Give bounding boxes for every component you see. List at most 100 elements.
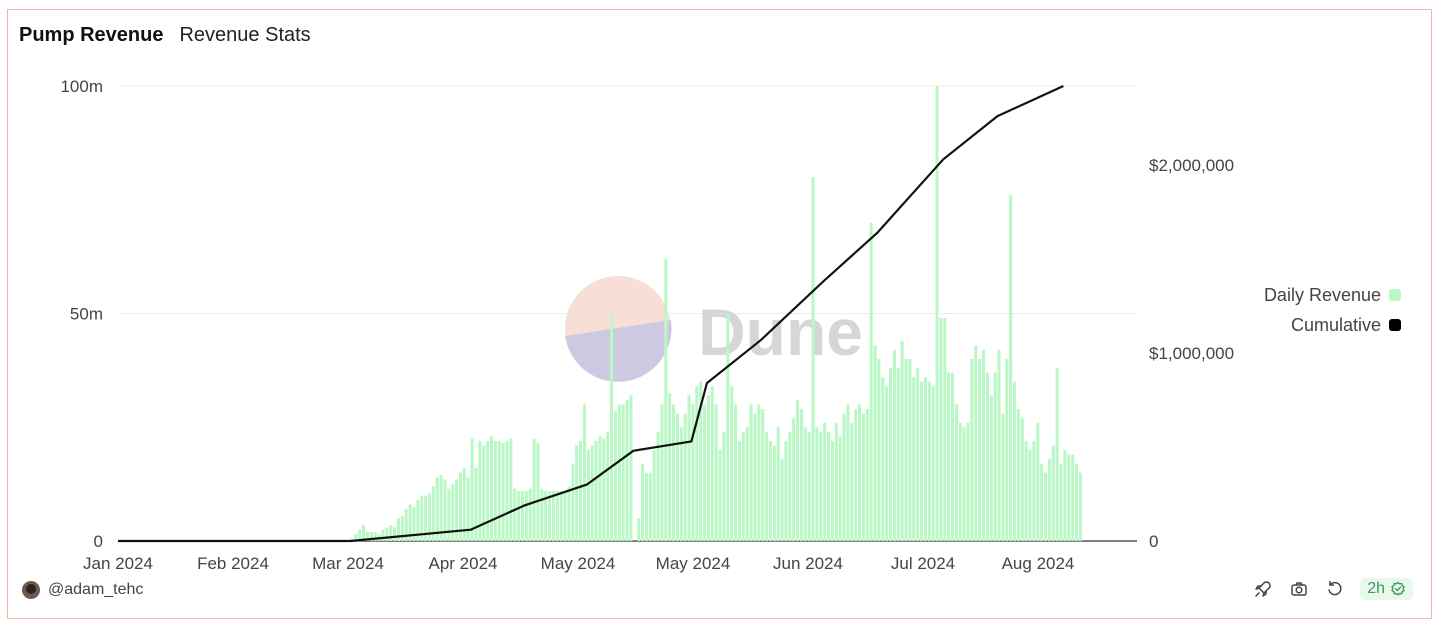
daily-revenue-bar (567, 486, 571, 541)
daily-revenue-bar (807, 431, 811, 541)
daily-revenue-bar (393, 527, 397, 541)
daily-revenue-bar (559, 490, 563, 541)
x-tick-label: Jan 2024 (83, 554, 153, 573)
daily-revenue-bar (606, 431, 610, 541)
y-right-tick-label: $2,000,000 (1149, 156, 1234, 175)
daily-revenue-bar (730, 386, 734, 541)
daily-revenue-bar (1028, 450, 1032, 541)
daily-revenue-bar (761, 409, 765, 541)
daily-revenue-bar (939, 318, 943, 541)
daily-revenue-bar (365, 531, 369, 541)
daily-revenue-bar (544, 490, 548, 541)
daily-revenue-bar (652, 450, 656, 541)
legend-item-daily-revenue[interactable]: Daily Revenue (1264, 280, 1401, 310)
daily-revenue-bar (1020, 418, 1024, 541)
daily-revenue-bar (737, 440, 741, 541)
daily-revenue-bar (424, 495, 428, 541)
x-tick-label: Aug 2024 (1002, 554, 1075, 573)
daily-revenue-bar (799, 409, 803, 541)
daily-revenue-bar (811, 177, 815, 541)
daily-revenue-bar (1044, 472, 1048, 541)
chart-header: Pump Revenue Revenue Stats (19, 24, 311, 47)
daily-revenue-bar (850, 422, 854, 541)
daily-revenue-bar (784, 440, 788, 541)
daily-revenue-bar (358, 529, 362, 541)
daily-revenue-bar (482, 445, 486, 541)
x-tick-label: Apr 2024 (429, 554, 498, 573)
daily-revenue-bar (536, 443, 540, 541)
refresh-icon[interactable] (1324, 578, 1346, 600)
daily-revenue-bar (982, 349, 986, 541)
daily-revenue-bar (734, 404, 738, 541)
daily-revenue-bar (985, 372, 989, 541)
daily-revenue-bar (927, 381, 931, 541)
daily-revenue-bar (830, 440, 834, 541)
avatar (22, 581, 40, 599)
daily-revenue-bar (486, 440, 490, 541)
daily-revenue-bar (1032, 440, 1036, 541)
daily-revenue-bar (610, 313, 614, 541)
daily-revenue-bar (617, 404, 621, 541)
chart-subtitle: Revenue Stats (179, 24, 311, 46)
daily-revenue-bar (722, 431, 726, 541)
daily-revenue-bar (555, 490, 559, 541)
daily-revenue-bar (823, 422, 827, 541)
daily-revenue-bar (431, 486, 435, 541)
check-circle-icon (1391, 581, 1405, 596)
daily-revenue-bar (408, 504, 412, 541)
daily-revenue-bar (455, 479, 459, 541)
daily-revenue-bar (827, 431, 831, 541)
daily-revenue-bar (641, 463, 645, 541)
watermark-logo-shade (565, 320, 672, 382)
daily-revenue-bar (675, 413, 679, 541)
daily-revenue-bar (369, 531, 373, 541)
daily-revenue-bar (462, 468, 466, 541)
author-link[interactable]: @adam_tehc (22, 581, 143, 599)
legend-item-cumulative[interactable]: Cumulative (1264, 310, 1401, 340)
daily-revenue-bar (904, 359, 908, 541)
daily-revenue-bar (489, 436, 493, 541)
daily-revenue-bar (412, 506, 416, 541)
daily-revenue-bar (753, 413, 757, 541)
x-tick-label: May 2024 (656, 554, 731, 573)
daily-revenue-bar (1063, 450, 1067, 541)
daily-revenue-bar (931, 386, 935, 541)
daily-revenue-bar (970, 359, 974, 541)
daily-revenue-bar (1024, 440, 1028, 541)
daily-revenue-bar (974, 345, 978, 541)
daily-revenue-bar (466, 477, 470, 541)
refresh-age: 2h (1367, 580, 1385, 597)
daily-revenue-bar (885, 386, 889, 541)
chart-legend: Daily Revenue Cumulative (1264, 280, 1401, 340)
daily-revenue-bar (458, 472, 462, 541)
daily-revenue-bar (691, 404, 695, 541)
daily-revenue-bar (586, 450, 590, 541)
daily-revenue-bar (668, 393, 672, 541)
refresh-status-badge[interactable]: 2h (1360, 578, 1413, 600)
daily-revenue-bar (354, 534, 358, 541)
daily-revenue-bar (916, 368, 920, 541)
daily-revenue-bar (598, 436, 602, 541)
daily-revenue-bar (520, 490, 524, 541)
daily-revenue-bar (590, 445, 594, 541)
camera-icon[interactable] (1288, 578, 1310, 600)
y-left-tick-label: 0 (94, 532, 103, 551)
daily-revenue-bar (563, 490, 567, 541)
daily-revenue-bar (780, 459, 784, 541)
daily-revenue-bar (683, 413, 687, 541)
daily-revenue-bar (819, 431, 823, 541)
rocket-icon[interactable] (1252, 578, 1274, 600)
daily-revenue-bar (505, 440, 509, 541)
daily-revenue-bar (745, 427, 749, 541)
daily-revenue-bar (532, 438, 536, 541)
daily-revenue-bar (404, 509, 408, 541)
daily-revenue-bar (923, 377, 927, 541)
daily-revenue-bar (908, 359, 912, 541)
daily-revenue-bar (772, 445, 776, 541)
daily-revenue-bar (842, 413, 846, 541)
daily-revenue-bar (524, 490, 528, 541)
daily-revenue-bar (629, 395, 633, 541)
daily-revenue-bar (966, 422, 970, 541)
daily-revenue-bar (400, 515, 404, 541)
daily-revenue-bar (997, 349, 1001, 541)
